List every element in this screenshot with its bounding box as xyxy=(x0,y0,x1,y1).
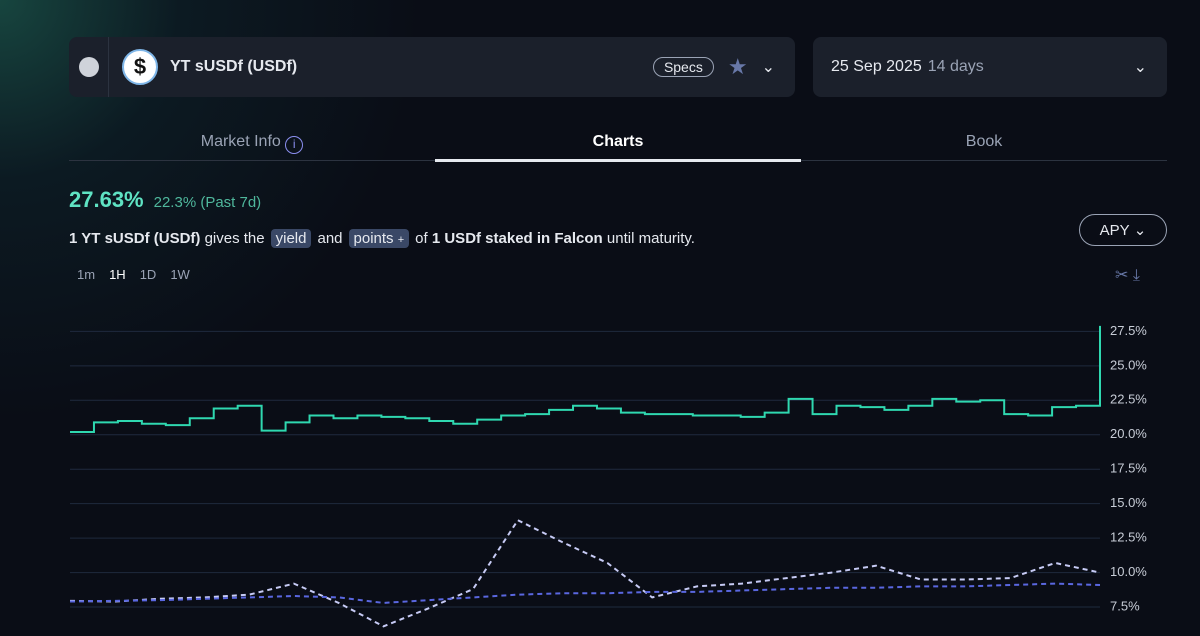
maturity-date: 25 Sep 2025 xyxy=(831,58,922,75)
tab[interactable]: Book xyxy=(801,133,1167,151)
series-line xyxy=(69,518,1101,628)
chart-tools[interactable]: ✂ ⤓ xyxy=(1115,267,1140,284)
timeframe[interactable]: 1m xyxy=(77,267,96,282)
text: and xyxy=(317,230,343,247)
y-tick-label: 10.0% xyxy=(1110,564,1147,579)
text: of xyxy=(415,230,428,247)
maturity-duration: 14 days xyxy=(927,58,984,75)
dropdown-chevron[interactable]: ⌄ xyxy=(761,59,775,76)
tab[interactable]: Market Info i xyxy=(69,133,435,154)
timeframe[interactable]: 1H xyxy=(109,267,126,282)
chart: 7.5% 10.0% 12.5% 15.0% 17.5% 20.0% 22.5% 25.0% 2… xyxy=(69,323,1147,628)
y-tick-label: 12.5% xyxy=(1110,530,1147,545)
y-tick-label: 25.0% xyxy=(1110,357,1147,372)
asset-logo: $ xyxy=(122,49,158,85)
timeframe[interactable]: 1W xyxy=(170,267,190,282)
apy-summary: 27.63% 22.3% (Past 7d) xyxy=(69,187,261,213)
tab[interactable]: Charts xyxy=(435,133,801,151)
y-tick-label: 17.5% xyxy=(1110,461,1147,476)
tab-underline xyxy=(435,159,801,162)
info-icon[interactable]: i xyxy=(285,136,304,154)
series-line xyxy=(69,582,1101,604)
yield-chip[interactable]: yield xyxy=(270,229,312,248)
tab-label: Market Info xyxy=(200,133,281,150)
maturity-card[interactable]: 25 Sep 2025 14 days ⌄ xyxy=(813,37,1167,97)
tab-label: Charts xyxy=(592,133,644,150)
text: until maturity. xyxy=(606,230,695,247)
text: 1 USDf staked in Falcon xyxy=(431,230,603,247)
dropdown-chevron[interactable]: ⌄ xyxy=(1133,59,1147,76)
mode-select[interactable]: APY ⌄ xyxy=(1079,214,1167,246)
tab-label: Book xyxy=(965,133,1003,150)
series-line xyxy=(70,325,1101,433)
apy-change: 22.3% (Past 7d) xyxy=(153,194,262,211)
favorite-star[interactable]: ★ xyxy=(727,54,748,79)
mode-label: APY xyxy=(1099,221,1130,239)
apy-value: 27.63% xyxy=(69,187,144,212)
y-tick-label: 7.5% xyxy=(1110,598,1140,613)
timeframes: 1m 1H 1D 1W xyxy=(77,267,190,282)
plus-icon: + xyxy=(397,234,405,246)
y-tick-label: 15.0% xyxy=(1110,495,1147,510)
y-tick-label: 22.5% xyxy=(1110,392,1147,407)
description: 1 YT sUSDf (USDf) gives the yield and po… xyxy=(69,229,695,248)
timeframe[interactable]: 1D xyxy=(139,267,157,282)
asset-name: YT sUSDf (USDf) xyxy=(170,58,298,75)
text: 1 YT sUSDf (USDf) xyxy=(69,230,201,247)
text: gives the xyxy=(204,230,265,247)
y-tick-label: 20.0% xyxy=(1110,426,1147,441)
asset-card[interactable]: $ YT sUSDf (USDf) Specs ★ ⌄ xyxy=(69,37,795,97)
y-tick-label: 27.5% xyxy=(1110,323,1147,338)
points-chip[interactable]: points xyxy=(353,230,394,247)
chain-icon xyxy=(69,37,109,97)
specs-button[interactable]: Specs xyxy=(652,57,714,77)
